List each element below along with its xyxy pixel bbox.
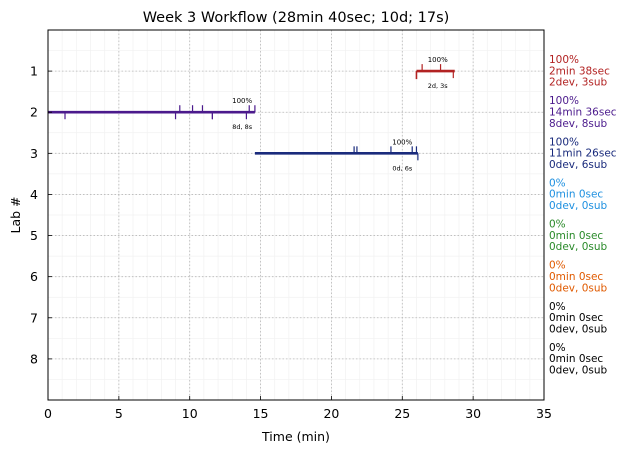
x-tick-label: 35 — [536, 406, 552, 421]
bar-counts-label: 2d, 3s — [428, 82, 449, 90]
side-summary-line: 2dev, 3sub — [549, 77, 608, 89]
side-summary-line: 0min 0sec — [549, 353, 603, 365]
plot-frame — [47, 29, 545, 401]
side-summary-line: 0% — [549, 301, 566, 313]
side-summary-line: 2min 38sec — [549, 65, 610, 77]
side-summary-line: 0dev, 0sub — [549, 282, 608, 294]
x-tick-label: 0 — [44, 406, 52, 421]
side-summary-line: 0dev, 0sub — [549, 364, 608, 376]
side-summary-line: 0min 0sec — [549, 189, 603, 201]
y-tick-label: 6 — [30, 269, 38, 284]
side-summary-line: 0min 0sec — [549, 312, 603, 324]
x-tick-label: 10 — [182, 406, 198, 421]
bar-counts-label: 0d, 6s — [392, 164, 413, 172]
bar-percent-label: 100% — [428, 56, 448, 64]
side-summary-line: 0% — [549, 342, 566, 354]
side-summary-line: 11min 26sec — [549, 148, 617, 160]
y-tick-label: 1 — [30, 64, 38, 79]
bar-percent-label: 100% — [232, 97, 252, 105]
side-summary-line: 100% — [549, 54, 579, 66]
y-tick-label: 8 — [30, 351, 38, 366]
y-tick-label: 7 — [30, 310, 38, 325]
lab-bars: 100% 2d, 3s 100% 8d, 8s 100% 0d, 6s — [48, 56, 455, 172]
x-tick-label: 5 — [115, 406, 123, 421]
side-summary-line: 0dev, 0sub — [549, 200, 608, 212]
side-summary-line: 0% — [549, 177, 566, 189]
bar-counts-label: 8d, 8s — [232, 123, 253, 131]
side-summary-line: 100% — [549, 136, 579, 148]
side-summary-line: 0% — [549, 260, 566, 272]
x-tick-label: 25 — [394, 406, 410, 421]
axis-ticks: 0 5 10 15 20 25 30 35 1 2 3 4 5 6 7 8 — [30, 64, 552, 421]
side-summary-line: 0dev, 6sub — [549, 159, 608, 171]
side-summary-line: 8dev, 8sub — [549, 118, 608, 130]
side-summary-line: 0% — [549, 219, 566, 231]
y-tick-label: 4 — [30, 187, 38, 202]
x-tick-label: 15 — [253, 406, 269, 421]
x-tick-label: 30 — [465, 406, 481, 421]
chart-title: Week 3 Workflow (28min 40sec; 10d; 17s) — [143, 10, 450, 26]
grid-lines — [47, 30, 545, 400]
y-tick-label: 2 — [30, 105, 38, 120]
side-summary-line: 0dev, 0sub — [549, 241, 608, 253]
side-summary-line: 0min 0sec — [549, 271, 603, 283]
x-axis-label: Time (min) — [261, 429, 330, 444]
side-summary-line: 0dev, 0sub — [549, 323, 608, 335]
bar-percent-label: 100% — [392, 138, 412, 146]
y-tick-label: 3 — [30, 146, 38, 161]
side-summary-line: 14min 36sec — [549, 107, 617, 119]
side-summary-line: 0min 0sec — [549, 230, 603, 242]
y-tick-label: 5 — [30, 228, 38, 243]
y-axis-label: Lab # — [8, 196, 23, 233]
x-tick-label: 20 — [323, 406, 339, 421]
side-summary-line: 100% — [549, 95, 579, 107]
